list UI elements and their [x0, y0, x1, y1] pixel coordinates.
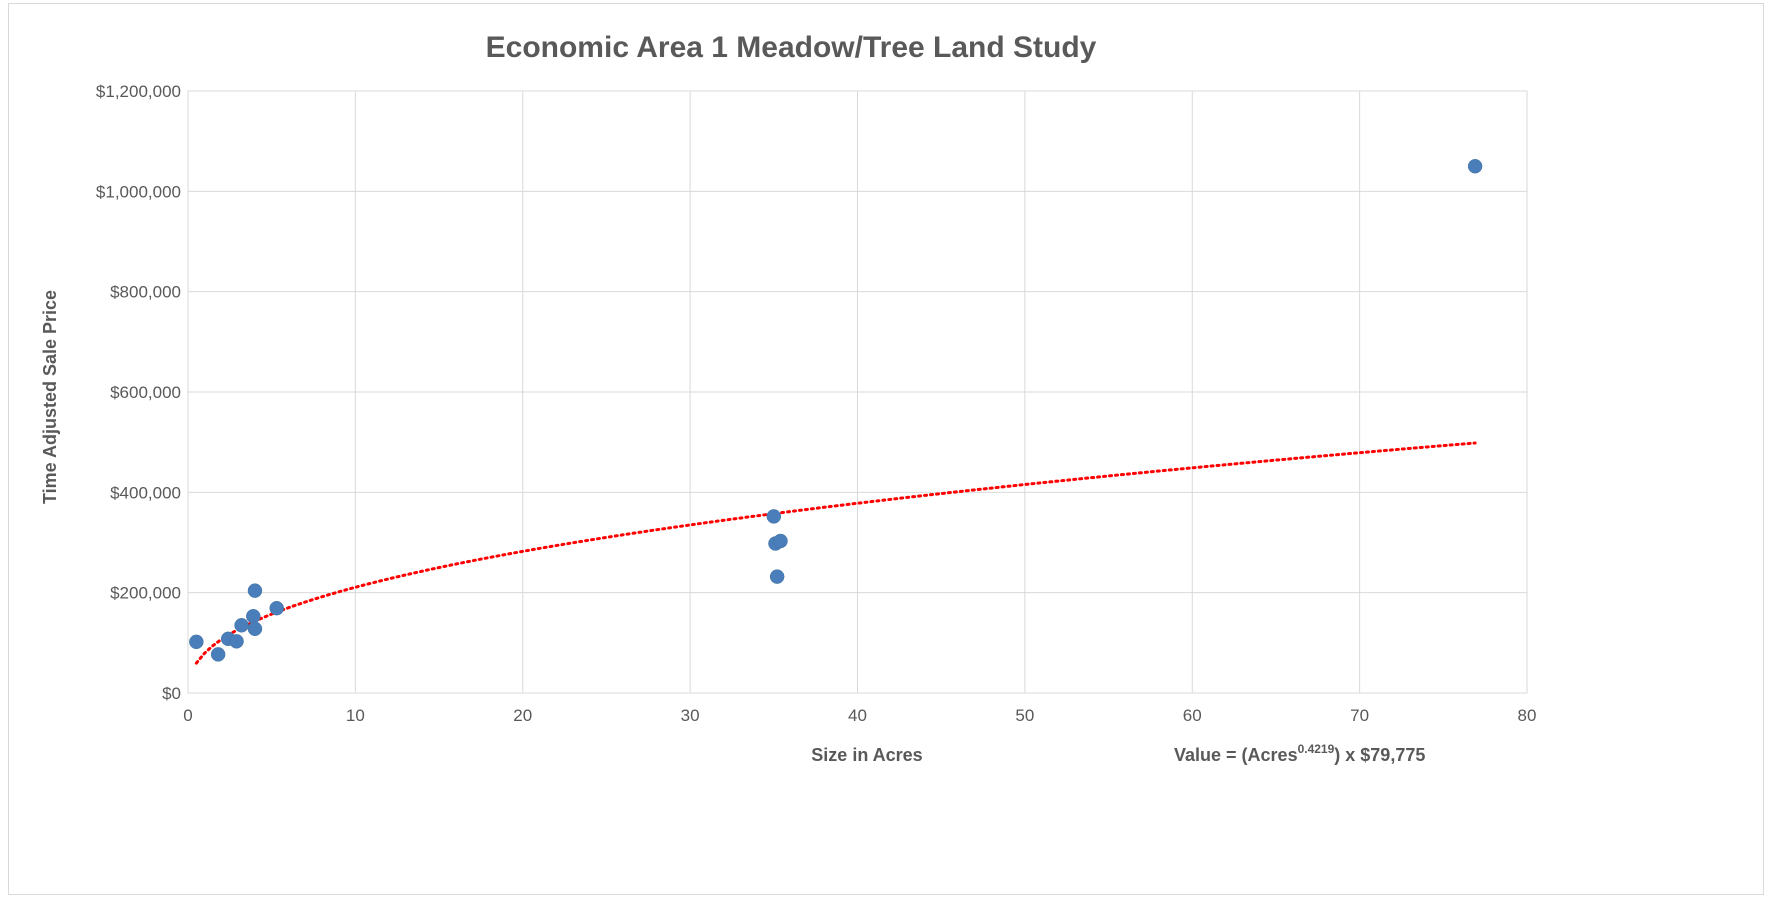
scatter-chart: Economic Area 1 Meadow/Tree Land Study $…: [40, 31, 1536, 765]
chart-frame: Economic Area 1 Meadow/Tree Land Study $…: [8, 3, 1764, 895]
trendline-formula: Value = (Acres0.4219) x $79,775: [1174, 742, 1425, 765]
y-tick-label: $1,000,000: [96, 182, 181, 201]
x-tick-label: 20: [513, 706, 532, 725]
x-tick-label: 60: [1183, 706, 1202, 725]
data-point: [769, 569, 785, 584]
power-trendline: [194, 441, 1477, 665]
formula-exponent: 0.4219: [1298, 742, 1335, 756]
data-points: [189, 159, 1483, 662]
x-tick-label: 30: [681, 706, 700, 725]
data-point: [269, 600, 284, 616]
y-tick-label: $800,000: [110, 283, 181, 302]
x-axis-title: Size in Acres: [811, 745, 922, 765]
x-axis-tick-labels: 0 10 20 30 40 50 60 70 80: [183, 706, 1536, 725]
data-point: [246, 608, 261, 624]
data-point: [766, 509, 782, 524]
x-tick-label: 0: [183, 706, 192, 725]
chart-title: Economic Area 1 Meadow/Tree Land Study: [486, 31, 1097, 64]
data-point: [189, 634, 204, 650]
y-tick-label: $1,200,000: [96, 82, 181, 101]
data-point: [247, 621, 263, 637]
formula-suffix: ) x $79,775: [1334, 745, 1425, 765]
data-point: [773, 533, 788, 549]
data-point: [229, 634, 244, 649]
grid-layer: [187, 90, 1528, 694]
data-point: [1467, 159, 1483, 174]
y-axis-title: Time Adjusted Sale Price: [40, 290, 60, 504]
x-tick-label: 40: [848, 706, 867, 725]
data-point: [234, 618, 249, 633]
data-point: [210, 647, 226, 662]
x-tick-label: 80: [1518, 706, 1537, 725]
x-tick-label: 10: [346, 706, 365, 725]
data-point: [247, 583, 263, 598]
y-tick-label: $0: [162, 684, 181, 703]
y-axis-tick-labels: $0 $200,000 $400,000 $600,000 $800,000 $1,000…: [96, 82, 181, 703]
x-tick-label: 70: [1350, 706, 1369, 725]
formula-prefix: Value = (Acres: [1174, 745, 1298, 765]
y-tick-label: $200,000: [110, 584, 181, 603]
y-tick-label: $400,000: [110, 483, 181, 502]
x-tick-label: 50: [1015, 706, 1034, 725]
y-tick-label: $600,000: [110, 383, 181, 402]
